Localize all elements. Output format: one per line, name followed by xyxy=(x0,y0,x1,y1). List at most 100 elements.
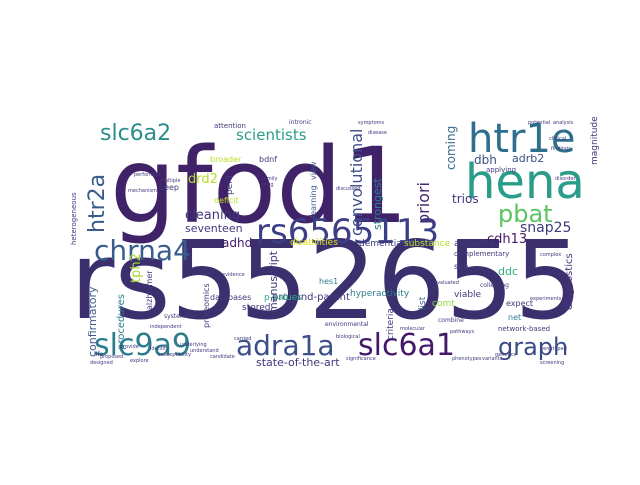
word-slc9a9: slc9a9 xyxy=(94,328,191,363)
word-adrb2: adrb2 xyxy=(512,152,544,165)
word-intronic: intronic xyxy=(289,119,312,126)
word-hes1: hyperactivity xyxy=(350,289,410,299)
word-performed: performed xyxy=(134,172,160,178)
word-hyperactivity: criteria xyxy=(386,308,396,340)
word-identify: identify xyxy=(150,346,169,352)
word-variants: variants xyxy=(482,356,503,362)
word-proposed: proposed xyxy=(100,354,123,360)
word-evidence: evidence xyxy=(222,272,245,278)
word-net: net xyxy=(508,313,521,322)
word-alzheimer: alzheimer xyxy=(145,270,154,310)
word-evaluated: evaluated xyxy=(434,280,459,286)
word-carried: carried xyxy=(234,336,251,342)
word-drd2: drd2 xyxy=(188,172,218,187)
word-procedures: procedures xyxy=(116,294,127,350)
word-bdnf: bdnf xyxy=(259,155,277,164)
word-discussed: discussed xyxy=(336,186,361,192)
word-independent: independent xyxy=(150,324,182,330)
word-susceptibility: susceptibility xyxy=(158,352,191,358)
word-potential: potential xyxy=(528,120,550,126)
word-genotyped: genotyped xyxy=(540,346,567,352)
word-combine: combine xyxy=(438,317,464,324)
word-graph: graph xyxy=(498,333,568,361)
word-clinical: clinical xyxy=(549,136,566,142)
word-snap25: snap25 xyxy=(520,220,571,236)
word-disease: disease xyxy=(368,130,387,136)
word-convolutional: scientists xyxy=(236,126,307,144)
word-diagnostics: diagnostics xyxy=(564,253,575,310)
word-view: view xyxy=(309,161,318,180)
word-confirmatory: confirmatory xyxy=(86,286,99,357)
word-deep: deep xyxy=(159,183,179,192)
word-trios: trios xyxy=(452,192,479,206)
word-applying: applying xyxy=(486,166,516,174)
word-underlying: underlying xyxy=(180,342,207,348)
word-substance: substance xyxy=(404,239,450,249)
word-viable: viable xyxy=(454,290,482,300)
word-analysis: analysis xyxy=(553,120,574,126)
word-complementary: complementary xyxy=(454,250,509,258)
word-explore: explore xyxy=(130,358,149,364)
word-genetics: genetics xyxy=(495,352,517,358)
word-htr2a: htr2a xyxy=(85,174,110,233)
word-candidate: candidate xyxy=(210,354,235,360)
word-manuscript: manuscript xyxy=(267,250,280,313)
word-findings: findings xyxy=(551,146,571,152)
word-databases: databases xyxy=(210,293,251,302)
word-slc6a1: slc6a1 xyxy=(358,328,455,363)
word-tph2: tph2 xyxy=(129,253,144,283)
word-molecular: molecular xyxy=(400,326,426,332)
word-types: types xyxy=(200,271,214,277)
word-list: list xyxy=(418,296,428,310)
word-heterogeneous: heterogeneous xyxy=(70,192,78,245)
word-rs6565113: rs6565113 xyxy=(256,212,439,252)
word-pathways: pathways xyxy=(450,329,474,335)
word-dbh: dbh xyxy=(474,153,497,167)
word-significance: significance xyxy=(346,356,376,362)
word-adra1a: adra1a xyxy=(236,329,335,362)
word-pbat: pbat xyxy=(498,200,553,228)
word-cleaning: cleaning xyxy=(185,208,240,223)
word-chrna4: chrna4 xyxy=(94,234,191,267)
word-disabilities: disabilities xyxy=(290,238,338,248)
word-complex: complex xyxy=(540,252,561,258)
word-rs552655: rs552655 xyxy=(70,219,583,344)
word-symptoms: symptoms xyxy=(358,120,384,126)
word-network-based: network-based xyxy=(498,325,550,333)
word-gfod1: gfod1 xyxy=(110,125,408,247)
word-comt: comt xyxy=(432,299,455,309)
word-dementia: dementia xyxy=(359,239,402,249)
word-hena: hena xyxy=(465,154,585,210)
word-strongest: strongest xyxy=(371,177,384,230)
word-attention: attention xyxy=(214,122,246,130)
word-systematic: systematic xyxy=(164,313,197,320)
word-family: family xyxy=(262,176,277,182)
word-magnitude: magnitude xyxy=(590,116,600,165)
word-learning: learning xyxy=(309,185,318,218)
word-algorithm: algorithm xyxy=(454,239,497,249)
word-state-of-the-art: state-of-the-art xyxy=(256,356,340,369)
word-deficit: deficit xyxy=(214,196,239,205)
word-disorder: disorder xyxy=(555,176,576,182)
word-provide: provide xyxy=(120,344,139,350)
word-sun: sun xyxy=(454,262,468,271)
word-environmental: environmental xyxy=(325,321,369,328)
word-phenotypes: phenotypes xyxy=(452,356,482,362)
word-proband-parent: proband-parent xyxy=(272,292,350,303)
word-life: life xyxy=(94,351,103,358)
word-understand: understand xyxy=(190,348,219,354)
word-biological: biological xyxy=(336,334,360,340)
word-seventeen: seventeen xyxy=(185,222,243,235)
word-drug: drug xyxy=(262,182,274,188)
word-experiments: experiments xyxy=(530,296,562,302)
word-slc6a2: slc6a2 xyxy=(100,121,171,146)
word-ddc: ddc xyxy=(498,265,518,278)
word-scientists: priori xyxy=(414,182,433,224)
word-coming: coming xyxy=(444,126,458,170)
word-mechanisms: mechanisms xyxy=(128,188,160,194)
word-stored: stored xyxy=(242,303,270,313)
word-collecting: collecting xyxy=(480,282,509,289)
word-proteomics: proteomics xyxy=(202,283,211,328)
